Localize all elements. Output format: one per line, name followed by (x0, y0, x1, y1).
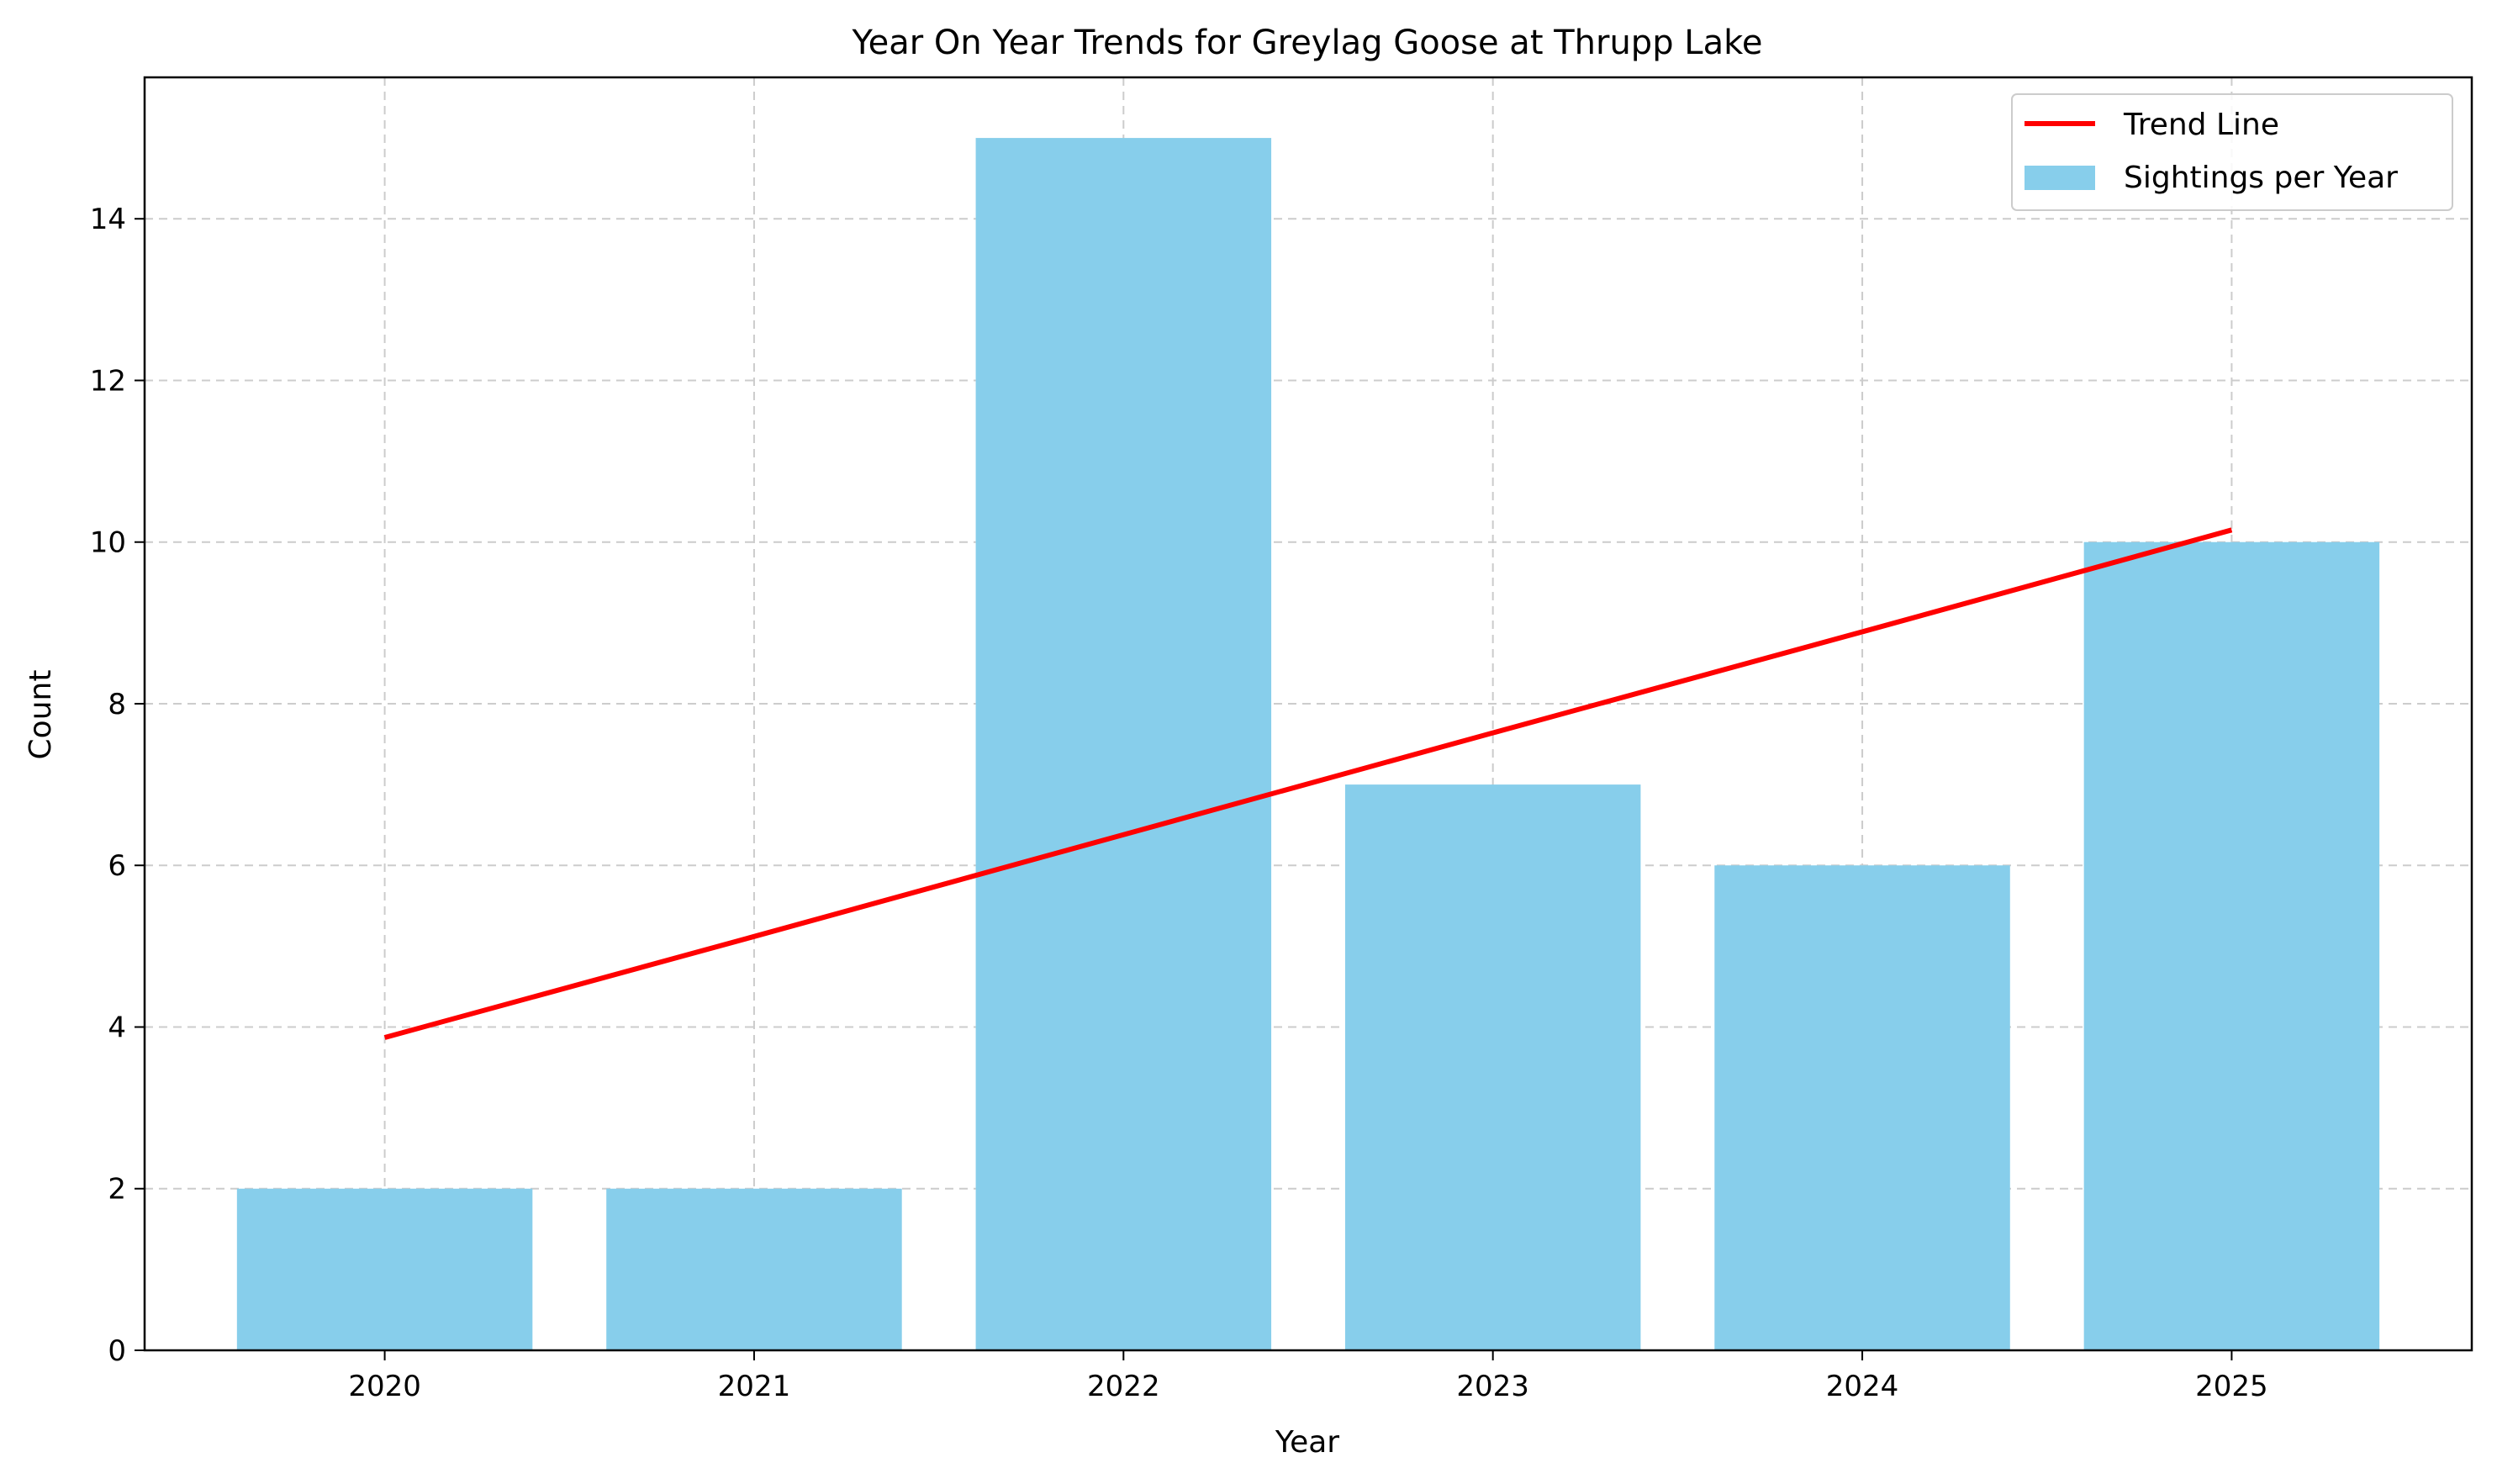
bar-2023 (1344, 784, 1641, 1350)
bar-2022 (975, 138, 1272, 1351)
bar-2024 (1714, 865, 2010, 1350)
x-axis-label: Year (1275, 1425, 1339, 1460)
y-tick-label: 10 (90, 526, 126, 560)
y-tick-label: 8 (108, 688, 126, 721)
y-tick-label: 6 (108, 849, 126, 883)
y-axis-label: Count (24, 670, 58, 760)
chart-title: Year On Year Trends for Greylag Goose at… (852, 24, 1763, 62)
y-tick-label: 4 (108, 1011, 126, 1044)
bars-layer (236, 138, 2380, 1351)
legend: Trend Line Sightings per Year (2011, 93, 2453, 211)
y-tick-label: 2 (108, 1173, 126, 1207)
x-tick-label: 2021 (718, 1370, 791, 1403)
bar-2021 (606, 1188, 902, 1350)
x-tick-label: 2024 (1826, 1370, 1899, 1403)
trend-line-layer (383, 527, 2233, 1040)
plot-frame (143, 76, 2473, 1352)
y-tick-label: 14 (90, 203, 126, 236)
bar-2025 (2083, 541, 2380, 1350)
legend-box (2011, 93, 2453, 211)
trend-line (383, 527, 2233, 1040)
y-tick-label: 12 (90, 364, 126, 398)
x-axis-ticks: 2020 2021 2022 2023 2024 2025 (348, 1350, 2268, 1403)
y-tick-label: 0 (108, 1334, 126, 1368)
legend-sightings-swatch (2025, 166, 2095, 190)
legend-sightings-label: Sightings per Year (2124, 161, 2398, 195)
x-tick-label: 2023 (1456, 1370, 1529, 1403)
bar-2020 (236, 1188, 533, 1350)
y-axis-ticks: 0 2 4 6 8 10 12 14 (90, 203, 145, 1368)
x-tick-label: 2022 (1087, 1370, 1160, 1403)
x-tick-label: 2020 (348, 1370, 421, 1403)
x-tick-label: 2025 (2195, 1370, 2268, 1403)
legend-trend-line-label: Trend Line (2123, 108, 2279, 142)
